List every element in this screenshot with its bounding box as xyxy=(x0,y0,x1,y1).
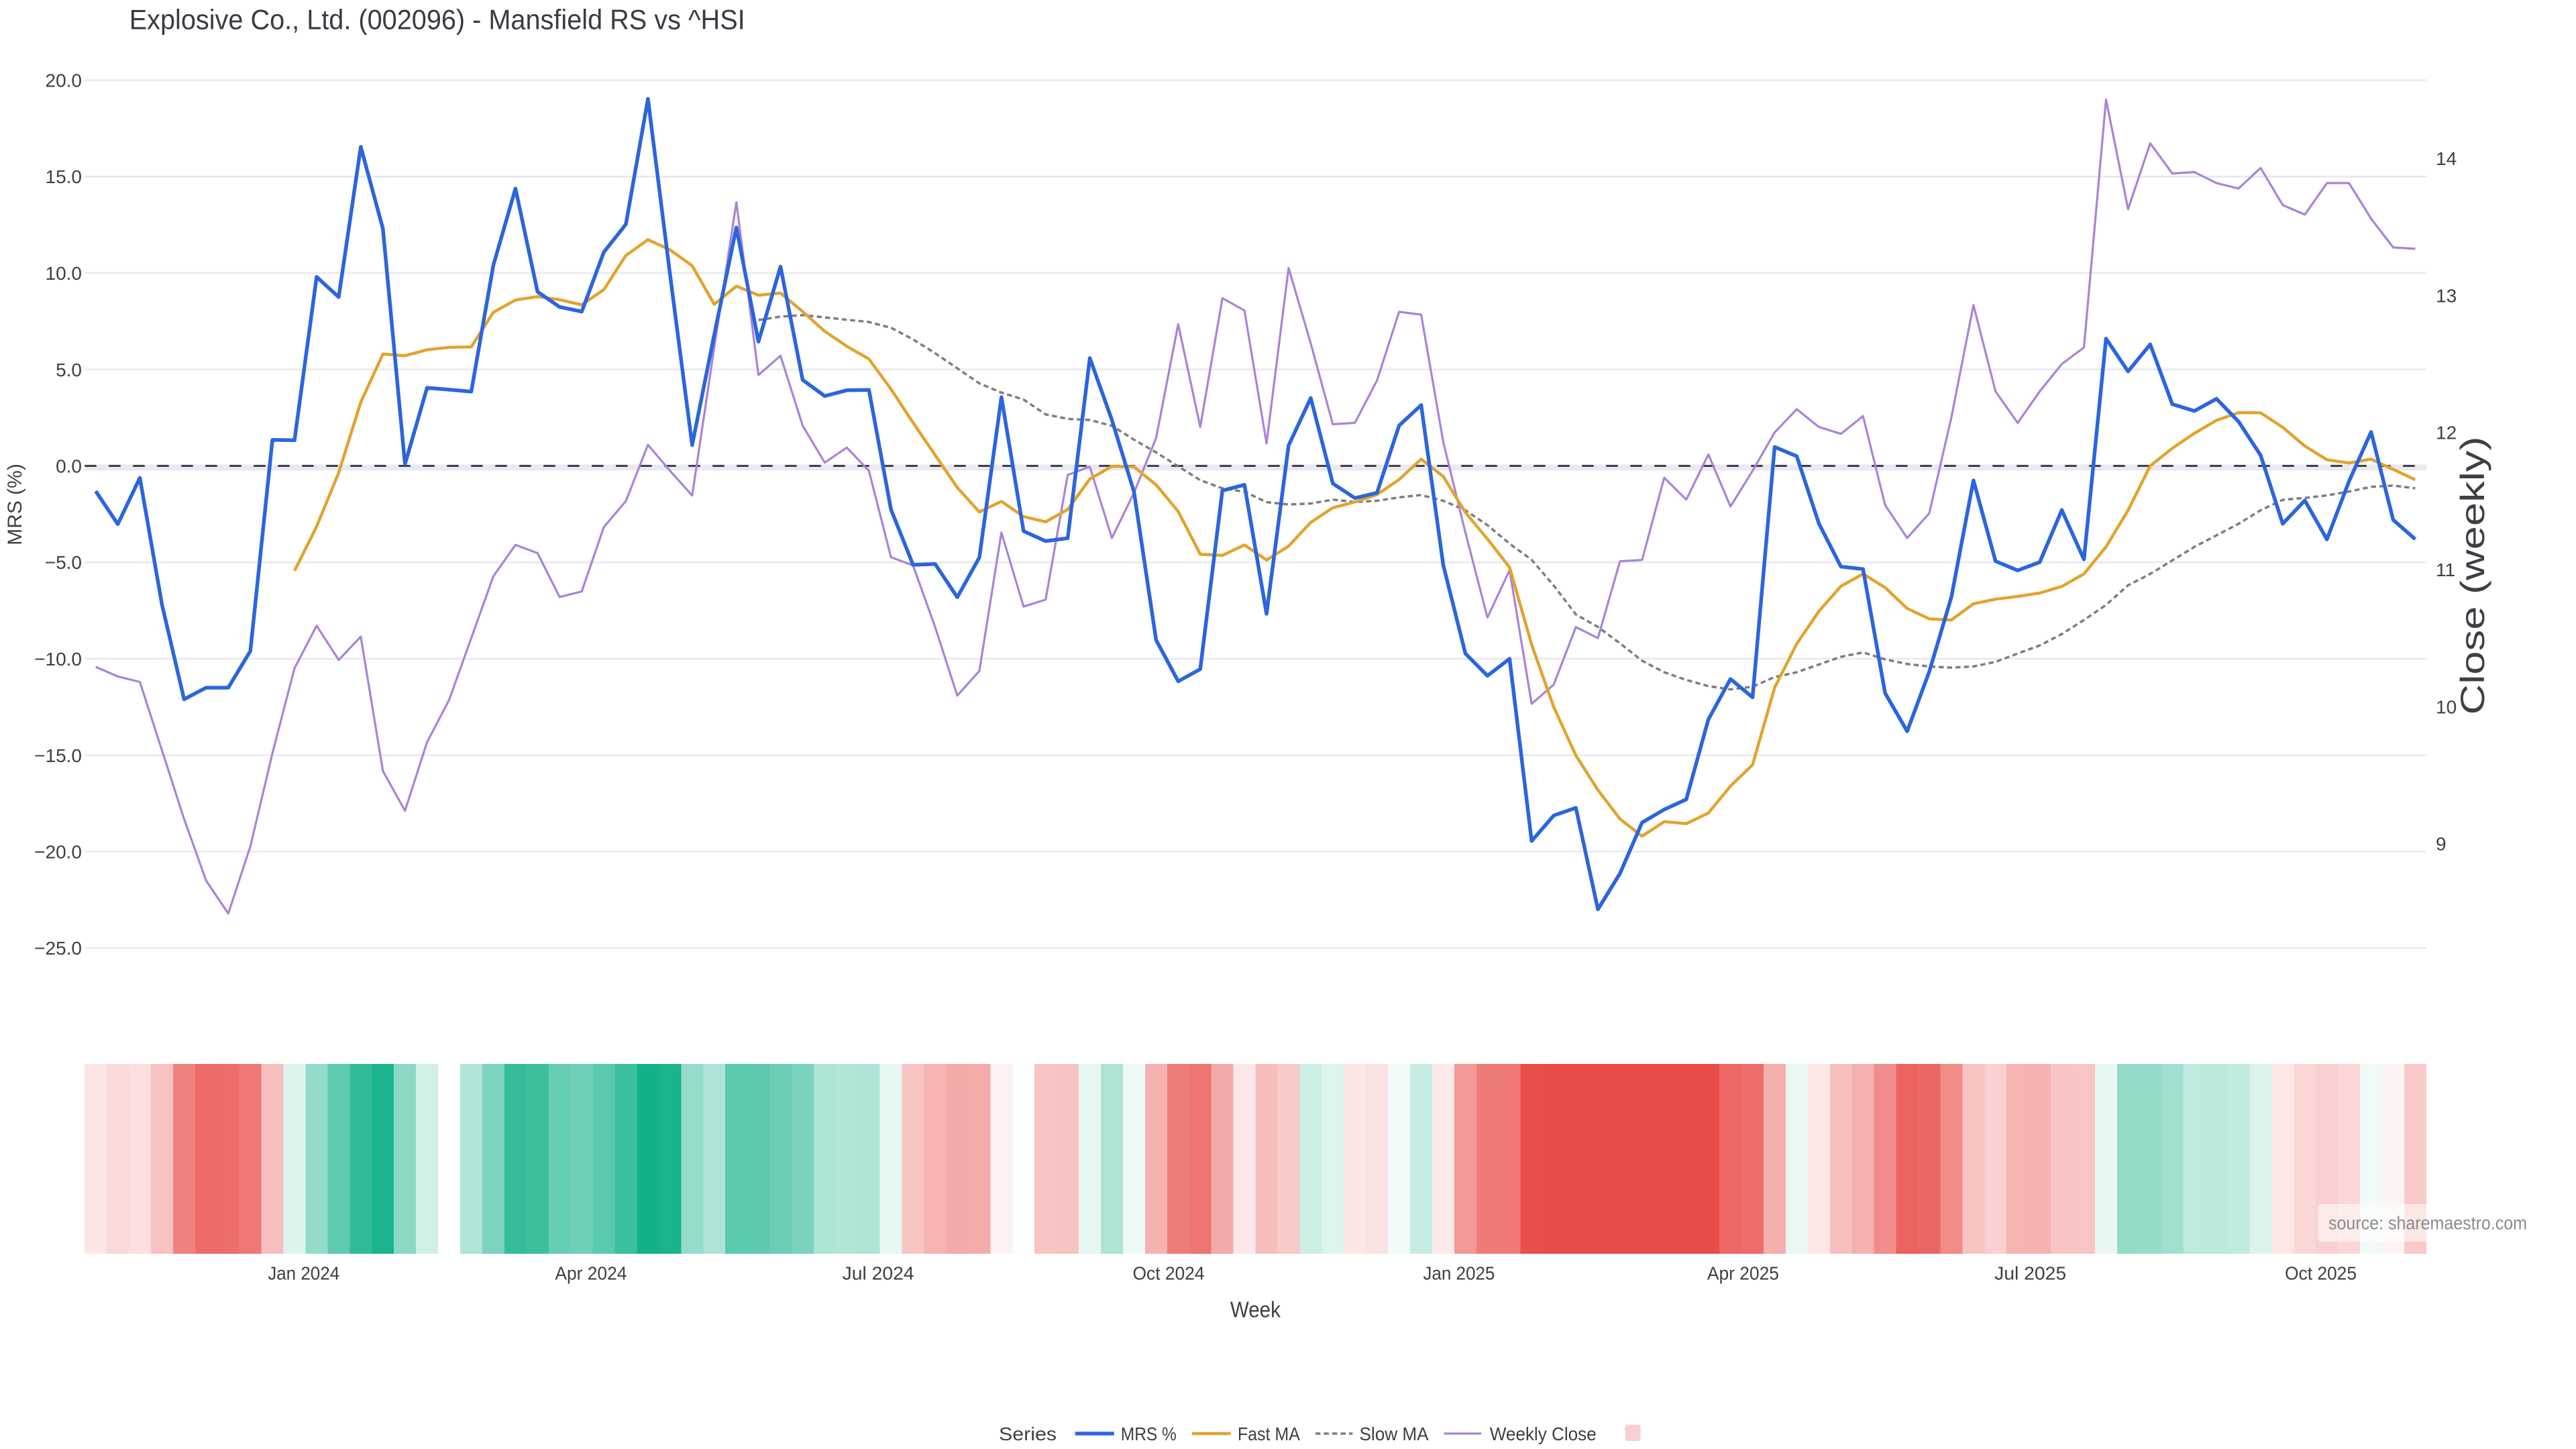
svg-text:−5.0: −5.0 xyxy=(45,552,82,573)
svg-text:Weekly Close: Weekly Close xyxy=(1490,1424,1597,1444)
svg-text:11: 11 xyxy=(2436,559,2455,580)
svg-text:Fast MA: Fast MA xyxy=(1238,1424,1300,1444)
svg-text:13: 13 xyxy=(2436,285,2457,306)
svg-text:Jan 2025: Jan 2025 xyxy=(1423,1263,1495,1284)
svg-text:Week: Week xyxy=(1230,1297,1281,1322)
svg-text:0.0: 0.0 xyxy=(56,456,82,477)
svg-text:9: 9 xyxy=(2436,834,2447,855)
svg-text:Close (weekly): Close (weekly) xyxy=(2454,437,2491,715)
svg-text:source: sharemaestro.com: source: sharemaestro.com xyxy=(2328,1213,2527,1234)
svg-text:14: 14 xyxy=(2436,148,2457,169)
svg-text:−25.0: −25.0 xyxy=(34,938,82,959)
svg-text:MRS (%): MRS (%) xyxy=(4,464,26,545)
svg-text:Jul 2024: Jul 2024 xyxy=(843,1263,914,1284)
svg-text:10.0: 10.0 xyxy=(46,263,83,284)
svg-text:−15.0: −15.0 xyxy=(34,745,82,766)
svg-text:−20.0: −20.0 xyxy=(34,842,82,863)
svg-text:20.0: 20.0 xyxy=(46,70,83,91)
svg-text:12: 12 xyxy=(2436,423,2457,443)
svg-text:Apr 2025: Apr 2025 xyxy=(1707,1263,1779,1284)
svg-text:Jan 2024: Jan 2024 xyxy=(268,1263,339,1284)
svg-text:Apr 2024: Apr 2024 xyxy=(555,1263,627,1284)
svg-text:Explosive Co., Ltd. (002096) -: Explosive Co., Ltd. (002096) - Mansfield… xyxy=(129,4,745,36)
svg-text:Slow MA: Slow MA xyxy=(1360,1424,1429,1444)
svg-text:−10.0: −10.0 xyxy=(34,649,82,669)
svg-text:MRS %: MRS % xyxy=(1121,1424,1177,1444)
svg-text:10: 10 xyxy=(2436,696,2457,717)
svg-text:Oct 2024: Oct 2024 xyxy=(1133,1263,1205,1284)
svg-text:Series: Series xyxy=(999,1424,1057,1444)
svg-text:5.0: 5.0 xyxy=(56,360,82,380)
svg-text:15.0: 15.0 xyxy=(46,166,83,187)
svg-text:Oct 2025: Oct 2025 xyxy=(2285,1263,2357,1284)
svg-text:Jul 2025: Jul 2025 xyxy=(1994,1263,2066,1284)
